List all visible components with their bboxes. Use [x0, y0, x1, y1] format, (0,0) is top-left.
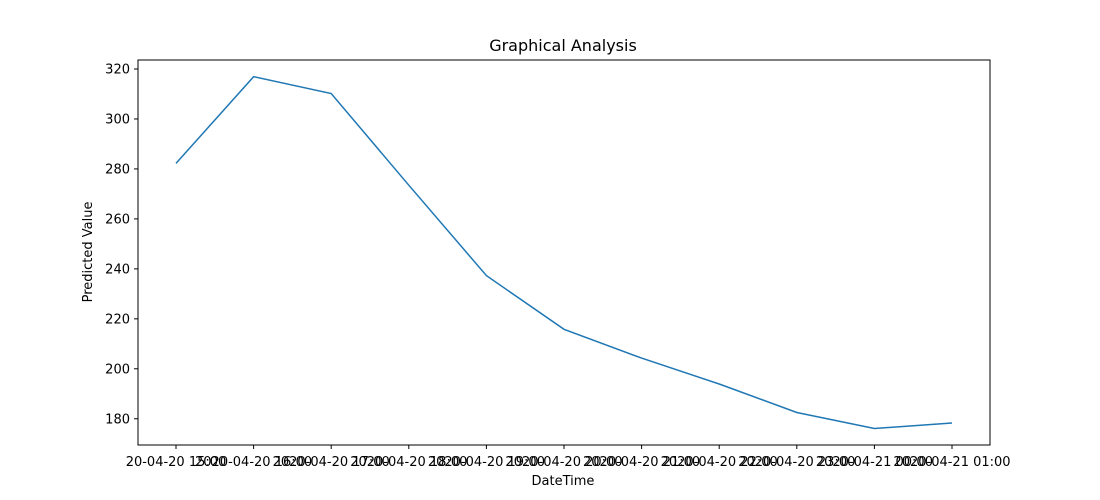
x-tick-label: 2020-04-21 01:00 [893, 455, 1010, 470]
x-tick-label: 2020-04-20 18:00 [350, 455, 467, 470]
y-tick-label: 240 [105, 262, 130, 277]
plot-area [137, 59, 991, 446]
y-tick-label: 260 [105, 212, 130, 227]
x-tick-label: 2020-04-20 20:00 [505, 455, 622, 470]
x-axis-label: DateTime [532, 474, 595, 489]
x-tick-label: 20-04-20 15:00 [126, 455, 227, 470]
y-tick-label: 200 [105, 362, 130, 377]
chart-title: Graphical Analysis [489, 36, 637, 55]
x-tick-label: 2020-04-21 00:00 [816, 455, 933, 470]
y-tick-label: 300 [105, 112, 130, 127]
x-tick-label: 2020-04-20 17:00 [273, 455, 390, 470]
y-axis-label: Predicted Value [81, 202, 96, 303]
y-axis: 180 200 220 240 260 280 300 320 [105, 62, 138, 427]
series-line [175, 75, 953, 430]
x-tick-label: 2020-04-20 21:00 [583, 455, 700, 470]
x-tick-label: 2020-04-20 19:00 [428, 455, 545, 470]
y-tick-label: 180 [105, 412, 130, 427]
x-tick-label: 2020-04-20 23:00 [738, 455, 855, 470]
y-tick-label: 220 [105, 312, 130, 327]
x-tick-label: 2020-04-20 16:00 [195, 455, 312, 470]
x-tick-label: 2020-04-20 22:00 [661, 455, 778, 470]
y-tick-label: 320 [105, 62, 130, 77]
y-tick-label: 280 [105, 162, 130, 177]
